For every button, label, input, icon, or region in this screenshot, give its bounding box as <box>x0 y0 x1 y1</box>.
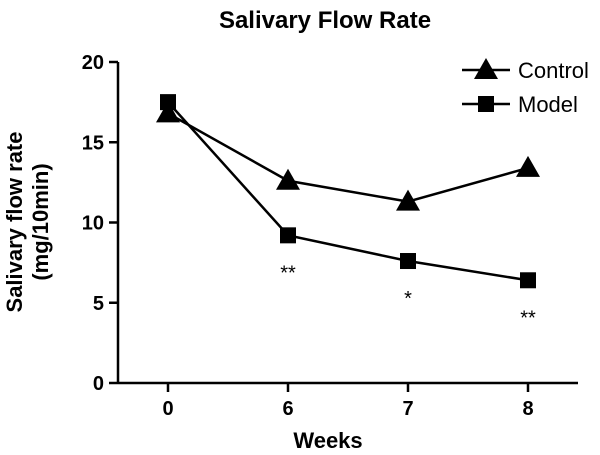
y-axis-title-line1: Salivary flow rate <box>2 132 27 313</box>
legend-marker <box>474 58 498 79</box>
x-tick-label: 0 <box>162 398 173 420</box>
series-model-point <box>280 227 296 244</box>
x-axis-ticks: 0 6 7 8 <box>162 383 534 420</box>
legend-label: Control <box>518 58 589 83</box>
legend-item-model: Model <box>462 92 578 117</box>
series-model-point <box>520 272 536 289</box>
y-axis-ticks: 0 5 10 15 20 <box>82 52 118 395</box>
y-tick-label: 10 <box>82 213 104 235</box>
significance-annotation: ** <box>280 262 296 284</box>
series-layer <box>156 94 540 289</box>
legend-item-control: Control <box>462 58 589 83</box>
series-model-point <box>160 94 176 111</box>
annotation-layer: ***** <box>280 262 536 329</box>
series-control-point <box>156 101 180 123</box>
series-control-point <box>276 168 300 190</box>
series-control-line <box>167 112 529 203</box>
x-axis-title: Weeks <box>293 428 362 453</box>
legend-label: Model <box>518 92 578 117</box>
series-model-line <box>167 101 529 282</box>
y-tick-label: 0 <box>93 373 104 395</box>
x-tick-label: 8 <box>522 398 533 420</box>
x-tick-label: 7 <box>402 398 413 420</box>
series-control-point <box>396 189 420 211</box>
y-tick-label: 5 <box>93 293 104 315</box>
x-tick-label: 6 <box>282 398 293 420</box>
legend: Control Model <box>462 58 589 117</box>
y-axis-title-line2: (mg/10min) <box>28 163 53 280</box>
y-tick-label: 15 <box>82 132 104 154</box>
y-axis-title: Salivary flow rate (mg/10min) <box>2 132 53 313</box>
series-control <box>156 101 540 211</box>
y-tick-label: 20 <box>82 52 104 74</box>
legend-marker <box>478 96 494 112</box>
series-model <box>160 94 536 289</box>
series-model-point <box>400 253 416 270</box>
series-control-point <box>516 155 540 177</box>
significance-annotation: ** <box>520 307 536 329</box>
significance-annotation: * <box>404 288 412 310</box>
chart-title: Salivary Flow Rate <box>219 7 431 34</box>
